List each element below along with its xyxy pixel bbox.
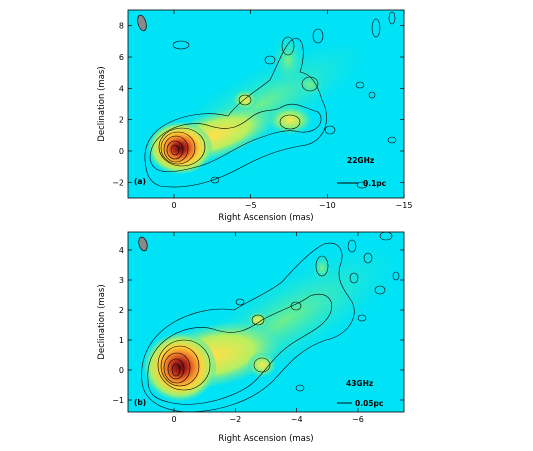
panel-b: 0 −2 −4 −6 −1 0 1 2 3 4 (b) 43GHz 0.05pc Right As…	[97, 231, 405, 444]
panel-b-beam	[138, 236, 148, 252]
panel-a-xtick-label: −5	[245, 201, 257, 210]
panel-b-xtick-label: 0	[171, 415, 176, 424]
panel-b-ytick-label: −1	[112, 396, 124, 405]
panel-a-label: (a)	[134, 177, 146, 186]
panel-a-ytick-label: 0	[119, 147, 124, 156]
panel-b-frequency: 43GHz	[346, 379, 373, 388]
panel-b-xtick-label: −6	[352, 415, 364, 424]
panel-b-ytick-label: 1	[119, 336, 124, 345]
panel-b-ticks	[128, 232, 404, 412]
panel-a-ylabel: Declination (mas)	[97, 66, 107, 141]
panel-a-ticks	[128, 10, 405, 198]
panel-b-ytick-label: 4	[119, 246, 124, 255]
panel-b-label: (b)	[134, 398, 146, 407]
panel-a-scale-label: 0.1pc	[363, 179, 386, 188]
panel-a-xtick-label: −10	[319, 201, 336, 210]
panel-a-frequency: 22GHz	[347, 156, 374, 165]
panel-a-frame	[127, 9, 405, 199]
panel-a-xtick-label: 0	[171, 201, 176, 210]
panel-b-tick-labels: 0 −2 −4 −6 −1 0 1 2 3 4	[112, 246, 364, 424]
panel-b-ytick-label: 3	[119, 276, 124, 285]
panel-b-ytick-label: 2	[119, 306, 124, 315]
panel-a: 0 −5 −10 −15 −2 0 2 4 6 8 (a) 22GHz 0.1pc Right A…	[97, 9, 412, 223]
panel-b-xlabel: Right Ascension (mas)	[218, 434, 313, 444]
panel-b-scale-label: 0.05pc	[355, 399, 383, 408]
panel-b-map	[141, 232, 400, 412]
panel-a-ytick-label: 8	[119, 22, 124, 31]
panel-a-xlabel: Right Ascension (mas)	[218, 213, 313, 223]
panel-a-map	[144, 11, 397, 189]
panel-b-ytick-label: 0	[119, 366, 124, 375]
panel-b-ylabel: Declination (mas)	[97, 284, 107, 359]
panel-a-ytick-label: 4	[119, 84, 124, 93]
panel-a-tick-labels: 0 −5 −10 −15 −2 0 2 4 6 8	[112, 22, 412, 210]
panel-a-beam	[137, 14, 147, 32]
panel-a-ytick-label: 2	[119, 116, 124, 125]
panel-a-ytick-label: −2	[112, 178, 124, 187]
panel-b-xtick-label: −4	[291, 415, 303, 424]
panel-b-xtick-label: −2	[229, 415, 241, 424]
panel-a-xtick-label: −15	[396, 201, 413, 210]
panel-a-ytick-label: 6	[119, 53, 124, 62]
panel-b-frame	[127, 231, 405, 413]
